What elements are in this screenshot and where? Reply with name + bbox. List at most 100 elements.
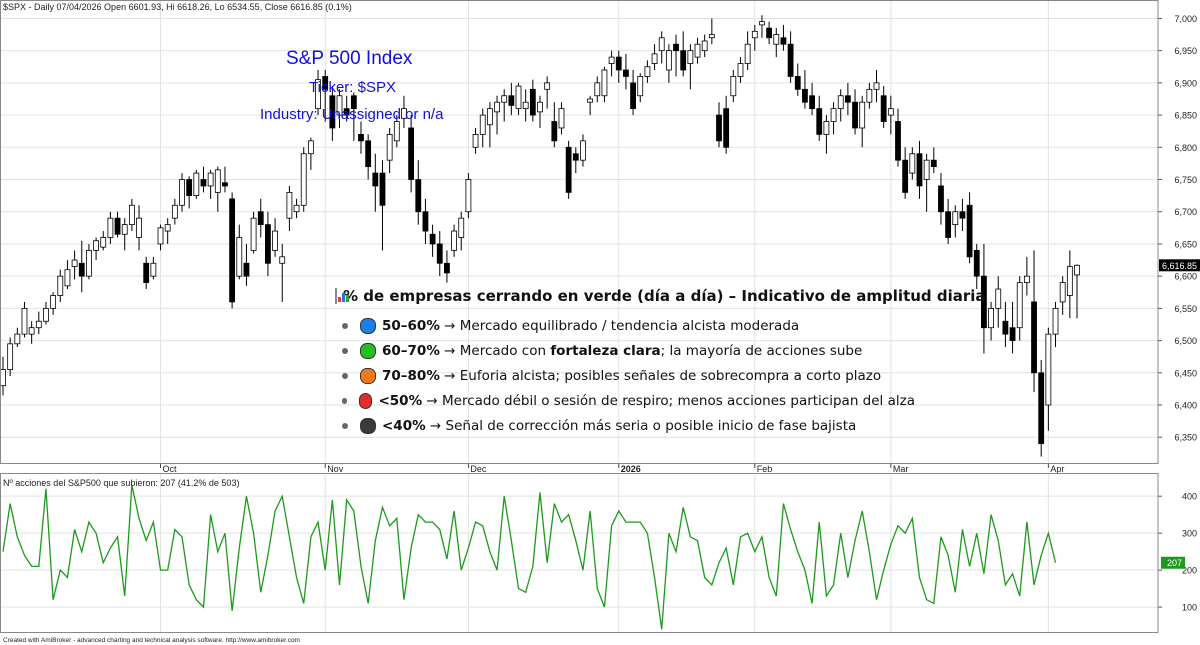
candle-body [150,262,157,277]
chart-title: S&P 500 Index [286,48,413,69]
legend-range: 50–60% [382,317,440,334]
indicator-axis: 100 200 300 400 207 [1158,492,1197,613]
candle-body [193,172,200,197]
candle-body [21,307,28,335]
candle-body [623,69,629,77]
candle-body [1045,333,1052,406]
color-circle-icon [360,417,376,434]
candle-body [608,56,615,64]
legend-title: % de empresas cerrando en verde (día a d… [335,287,986,305]
candle-body [680,50,687,71]
candle-body [358,134,364,142]
candle-body [372,172,379,187]
candle-body [415,179,422,213]
candle-body [28,327,35,335]
legend-item: <40% → Señal de corrección más seria o p… [335,413,915,438]
candle-body [408,127,415,180]
candle-body [522,101,529,110]
candle-body [35,320,42,329]
candle-body [594,82,601,97]
indicator-line [2,484,1057,630]
candle-body [759,21,765,26]
candle-body [981,275,987,329]
month-label: 2026 [621,464,641,474]
candle-body [429,233,436,245]
candle-body [737,63,744,77]
bullet-icon [342,372,348,379]
candle-body [501,95,508,103]
candle-body [365,140,372,168]
legend-list: 50–60% → Mercado equilibrado / tendencia… [335,313,915,438]
indicator-last-label: 207 [1167,558,1182,568]
candle-body [902,159,909,193]
month-label: Feb [757,464,773,474]
candle-body [916,153,923,187]
candle-body [923,159,930,180]
candle-body [486,108,493,126]
candle-body [315,79,321,110]
candle-body [64,269,71,287]
price-candles [0,15,1080,457]
legend-range: 70–80% [382,367,440,384]
legend-item-text: <40% → Señal de corrección más seria o p… [382,417,857,434]
candle-body [873,82,880,90]
candle-body [100,237,107,248]
candle-body [0,369,6,387]
candle-body [694,43,701,58]
candle-body [250,217,257,251]
candle-body [93,240,99,251]
indicator-series [2,484,1057,630]
candle-body [959,211,966,219]
ticker-label: Ticker: $SPX [309,79,396,96]
price-tick-label: 6,700 [1174,207,1197,217]
price-tick-label: 6,950 [1174,46,1197,56]
candle-body [565,146,572,193]
candle-body [887,108,894,116]
candle-body [658,37,665,52]
indicator-tick-label: 400 [1182,492,1197,502]
candle-body [50,295,57,309]
candle-body [422,211,429,232]
color-circle-icon [360,342,376,359]
legend-item: 60–70% → Mercado con fortaleza clara; la… [335,338,915,363]
candle-body [973,249,980,277]
price-tick-label: 6,850 [1174,111,1197,121]
candle-body [386,134,393,161]
candle-body [730,76,737,97]
candle-body [601,69,608,97]
candle-body [265,224,271,264]
candle-body [945,211,952,238]
candle-body [78,262,85,277]
x-axis-month-labels: Oct Nov Dec 2026 Feb Mar Apr [160,463,1064,474]
candle-body [444,262,450,274]
candle-body [236,237,243,277]
price-tick-label: 7,000 [1174,14,1197,24]
candle-body [257,211,264,226]
month-label: Mar [893,464,909,474]
candle-body [1023,275,1030,283]
candle-body [1059,282,1066,303]
candle-body [272,230,278,251]
candle-body [880,95,887,122]
price-tick-label: 6,800 [1174,143,1197,153]
candle-body [572,153,579,161]
candle-body [157,227,164,245]
bullet-icon [342,422,348,429]
month-label: Nov [327,464,344,474]
indicator-tick-label: 100 [1182,603,1197,613]
last-price-label: 6,616.85 [1162,261,1197,271]
legend-item: <50% → Mercado débil o sesión de respiro… [335,388,915,413]
candle-body [837,95,844,110]
price-tick-label: 6,750 [1174,175,1197,185]
candle-body [866,88,873,103]
month-label: Oct [163,464,178,474]
candle-body [995,288,1002,309]
legend-item-text: 70–80% → Euforia alcista; posibles señal… [382,367,882,384]
candle-body [751,30,758,39]
candle-body [307,140,314,155]
candle-body [479,114,486,135]
candle-body [1052,307,1059,335]
candle-body [222,182,228,187]
candle-body [665,50,672,71]
